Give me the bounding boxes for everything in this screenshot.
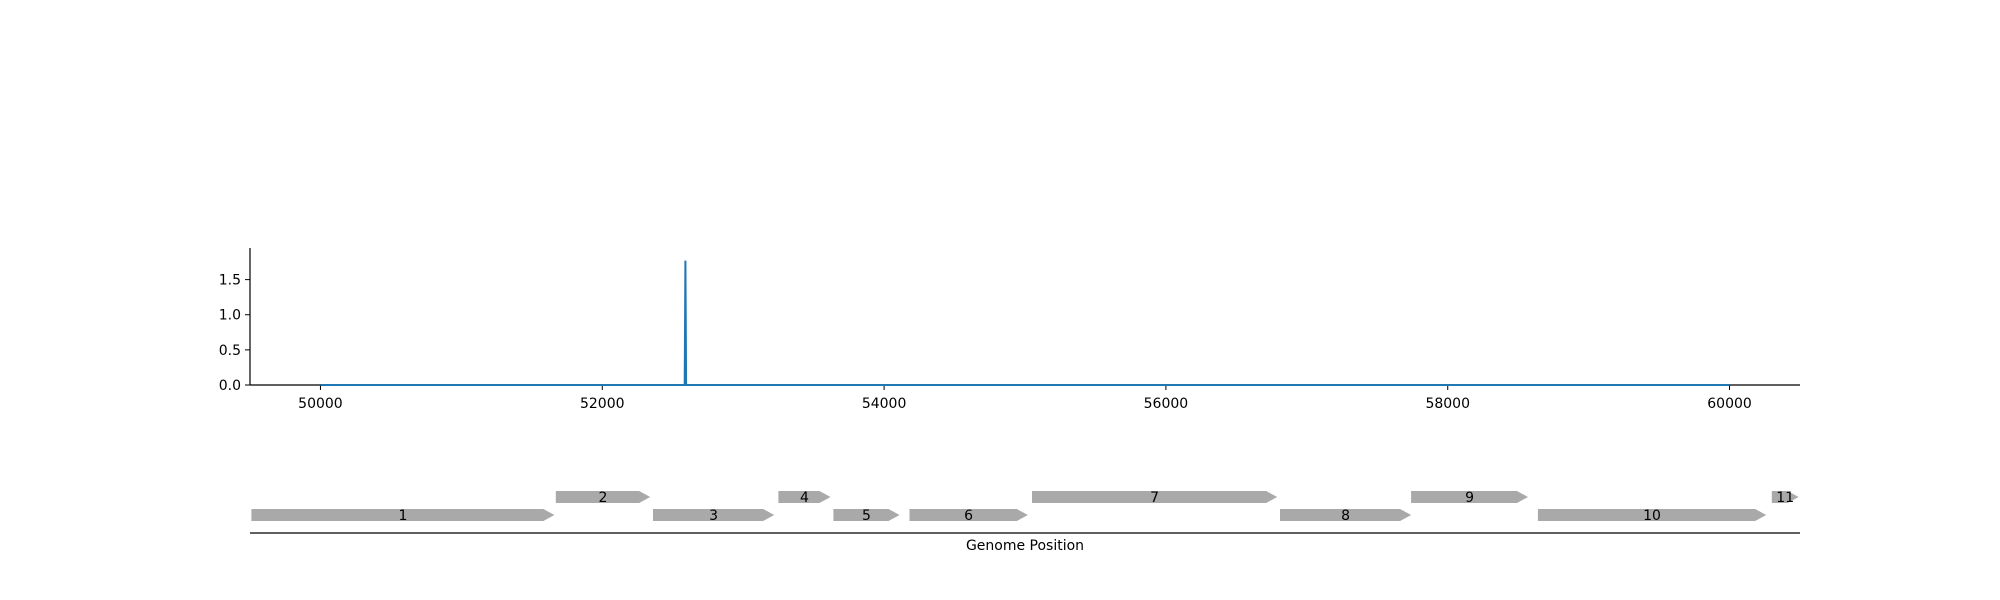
gene-arrow [909,509,1028,521]
y-tick-label: 1.5 [219,273,241,289]
x-tick-label: 60000 [1707,396,1752,412]
x-tick-label: 54000 [862,396,907,412]
y-tick-label: 0.5 [219,343,241,359]
gene-label: 2 [599,490,608,506]
gene-label: 11 [1776,490,1794,506]
gene-arrow [251,509,555,521]
gene-label: 3 [709,508,718,524]
gene-arrow [1411,491,1528,503]
gene-arrow [778,491,831,503]
gene-label: 7 [1150,490,1159,506]
gene-label: 6 [964,508,973,524]
signal-line [320,260,1730,386]
signal-panel: 0.0 0.5 1.0 1.5 50000 52000 54000 56000 58000 60… [219,248,1800,412]
y-tick-label: 0.0 [219,378,241,394]
gene-arrow [1280,509,1412,521]
x-tick-label: 50000 [298,396,343,412]
x-tick-label: 52000 [580,396,625,412]
gene-label: 8 [1341,508,1350,524]
signal-series [320,260,1730,386]
gene-arrow [1537,509,1767,521]
gene-arrow [653,509,775,521]
gene-arrow [1032,491,1278,503]
gene-track-x-axis-label: Genome Position [966,538,1084,554]
gene-label: 4 [800,490,809,506]
x-tick-label: 58000 [1425,396,1470,412]
y-tick-label: 1.0 [219,308,241,324]
gene-label: 1 [398,508,407,524]
x-tick-label: 56000 [1144,396,1189,412]
y-ticks: 0.0 0.5 1.0 1.5 [219,273,250,394]
gene-track-panel: 1 2 3 4 5 6 7 8 9 10 11 Genome Position [250,490,1800,554]
x-ticks: 50000 52000 54000 56000 58000 60000 [298,385,1752,412]
gene-label: 5 [862,508,871,524]
gene-label: 10 [1643,508,1661,524]
gene-label: 9 [1465,490,1474,506]
gene-arrow [555,491,651,503]
gene-arrows: 1 2 3 4 5 6 7 8 9 10 11 [251,490,1799,524]
gene-arrow [833,509,900,521]
gene-arrow [1771,491,1799,503]
